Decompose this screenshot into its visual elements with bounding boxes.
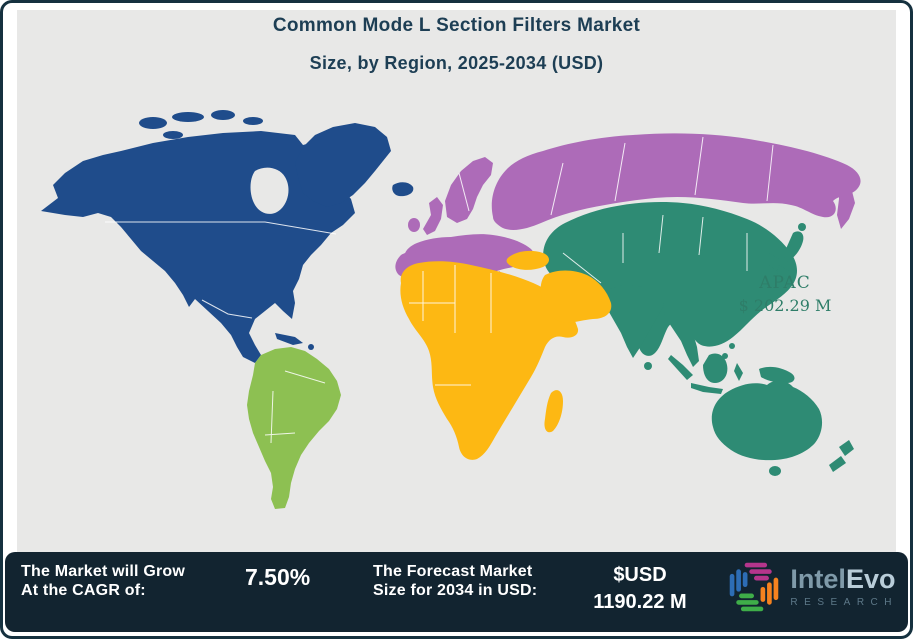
forecast-label-line2: Size for 2034 in USD: bbox=[373, 582, 538, 600]
logo-name-part1: Intel bbox=[790, 564, 846, 594]
cagr-label-line1: The Market will Grow bbox=[21, 563, 186, 580]
stats-bar: The Market will Grow At the CAGR of: 7.5… bbox=[5, 552, 908, 632]
intelevo-logo-name: IntelEvo bbox=[790, 566, 898, 593]
intelevo-logo: IntelEvo RESEARCH bbox=[726, 559, 898, 615]
cagr-label-line2: At the CAGR of: bbox=[21, 582, 146, 600]
forecast-value-line1: $USD bbox=[613, 564, 667, 586]
forecast-value-line2: 1190.22 M bbox=[593, 591, 687, 613]
intelevo-logo-icon bbox=[730, 562, 779, 612]
forecast-label: The Forecast Market Size for 2034 in USD… bbox=[373, 562, 537, 600]
title-line-1: Common Mode L Section Filters Market bbox=[272, 15, 641, 36]
cagr-value: 7.50% bbox=[245, 564, 311, 590]
title-line-2: Size, by Region, 2025-2034 (USD) bbox=[309, 53, 604, 73]
apac-region-name: APAC bbox=[759, 273, 811, 293]
intelevo-logo-subtitle: RESEARCH bbox=[790, 597, 898, 608]
apac-callout: APAC $ 202.29 M bbox=[715, 273, 855, 315]
forecast-label-line1: The Forecast Market bbox=[373, 563, 533, 580]
page-title: Common Mode L Section Filters Market Siz… bbox=[3, 15, 910, 74]
logo-name-part2: Evo bbox=[845, 564, 896, 594]
forecast-value: $USD 1190.22 M bbox=[575, 562, 705, 616]
cagr-label: The Market will Grow At the CAGR of: bbox=[21, 562, 185, 600]
apac-region-value: $ 202.29 M bbox=[738, 296, 832, 315]
intelevo-logo-text: IntelEvo RESEARCH bbox=[790, 566, 898, 609]
